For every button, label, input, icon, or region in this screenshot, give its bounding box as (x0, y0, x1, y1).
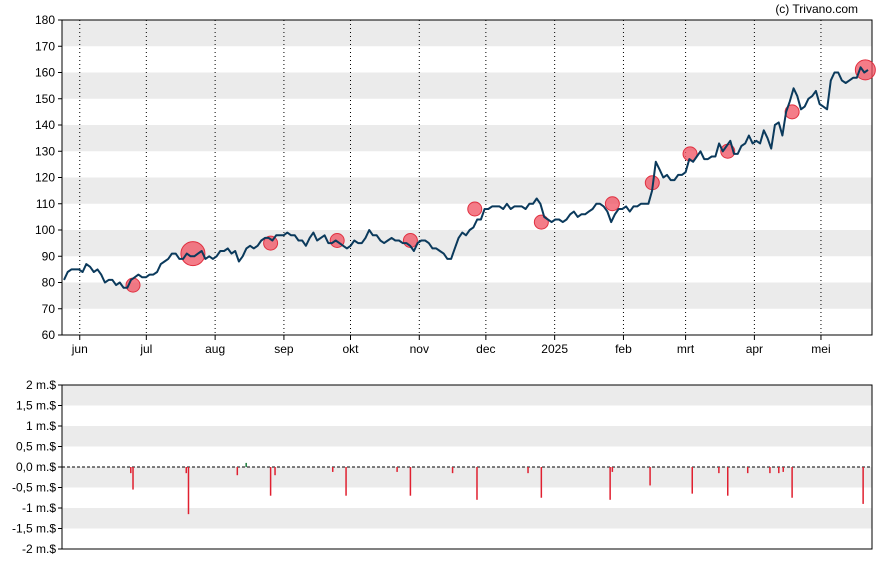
price-grid-band (62, 282, 872, 309)
volume-bar (718, 467, 720, 474)
event-marker (854, 59, 876, 81)
volume-y-tick-label: -1,5 m.$ (12, 522, 56, 536)
y-tick-label: 130 (35, 144, 55, 158)
x-tick-label: aug (205, 342, 225, 356)
x-tick-label: jul (139, 342, 152, 356)
y-tick-label: 80 (42, 276, 56, 290)
volume-grid-band (62, 385, 872, 406)
volume-bar (245, 462, 247, 467)
x-tick-label: mrt (677, 342, 695, 356)
price-line (63, 66, 869, 289)
y-tick-label: 140 (35, 118, 55, 132)
volume-bar (791, 467, 793, 498)
y-tick-label: 160 (35, 66, 55, 80)
y-tick-label: 60 (42, 328, 56, 342)
volume-bar (130, 467, 132, 474)
volume-bar (727, 467, 729, 496)
volume-bar (778, 467, 780, 474)
volume-bar (746, 467, 749, 474)
event-marker (604, 196, 620, 212)
x-tick-label: feb (615, 342, 632, 356)
volume-y-tick-label: 2 m.$ (26, 378, 56, 392)
volume-bar (769, 467, 771, 474)
volume-bar (396, 467, 398, 472)
volume-y-tick-label: -0,5 m.$ (12, 481, 56, 495)
price-grid-band (62, 72, 872, 99)
volume-y-tick-label: -1 m.$ (22, 501, 56, 515)
volume-bar (236, 467, 239, 476)
volume-grid-band (62, 426, 872, 447)
credit-text: (c) Trivano.com (775, 2, 858, 16)
x-tick-label: sep (274, 342, 294, 356)
volume-y-tick-label: -2 m.$ (22, 542, 56, 556)
price-grid-band (62, 125, 872, 152)
event-marker (682, 146, 698, 162)
x-tick-label: jun (71, 342, 88, 356)
volume-bar (527, 467, 529, 474)
volume-bar (331, 467, 334, 472)
volume-panel: 2 m.$ 1,5 m.$ 1 m.$ 0,5 m.$ 0,0 m.$ -0,5 m.$ -… (12, 378, 873, 556)
volume-bar (132, 467, 134, 490)
volume-bar (862, 467, 864, 504)
y-tick-label: 110 (36, 197, 55, 211)
y-tick-label: 120 (35, 171, 55, 185)
volume-bar (274, 467, 276, 476)
event-marker (533, 214, 549, 230)
volume-grid-band (62, 508, 872, 529)
volume-bar (476, 467, 478, 500)
volume-bar (185, 467, 188, 474)
event-marker (467, 201, 483, 217)
price-grid-band (62, 177, 872, 204)
volume-bar (691, 467, 693, 494)
y-tick-label: 70 (42, 302, 56, 316)
volume-y-tick-label: 0,0 m.$ (16, 460, 56, 474)
x-tick-label: nov (410, 342, 429, 356)
y-tick-label: 170 (35, 39, 55, 53)
volume-bar (782, 467, 784, 472)
volume-bar (345, 467, 347, 496)
event-marker (180, 241, 206, 267)
volume-y-tick-label: 0,5 m.$ (16, 440, 56, 454)
y-tick-label: 100 (35, 223, 55, 237)
y-tick-label: 150 (35, 92, 55, 106)
y-tick-label: 90 (42, 249, 56, 263)
volume-y-tick-label: 1 m.$ (26, 419, 56, 433)
x-tick-label: 2025 (541, 342, 568, 356)
volume-bar (540, 467, 543, 498)
volume-bar (609, 467, 611, 500)
x-tick-label: mei (811, 342, 830, 356)
volume-bar (611, 467, 614, 472)
volume-grid-band (62, 467, 872, 488)
volume-y-tick-label: 1,5 m.$ (16, 399, 56, 413)
volume-plot-frame (61, 384, 873, 550)
x-tick-label: okt (342, 342, 359, 356)
volume-bar (649, 467, 651, 486)
price-plot-frame (61, 19, 873, 336)
x-tick-label: apr (746, 342, 763, 356)
y-tick-label: 180 (35, 13, 55, 27)
price-panel: jun jul aug sep okt nov dec 2025 feb mrt apr mei 60 7… (35, 13, 876, 356)
price-grid-band (62, 20, 872, 47)
volume-bar (409, 467, 412, 496)
volume-bar (187, 467, 190, 515)
volume-bar (451, 467, 454, 474)
volume-bar (269, 467, 272, 496)
x-tick-label: dec (476, 342, 495, 356)
